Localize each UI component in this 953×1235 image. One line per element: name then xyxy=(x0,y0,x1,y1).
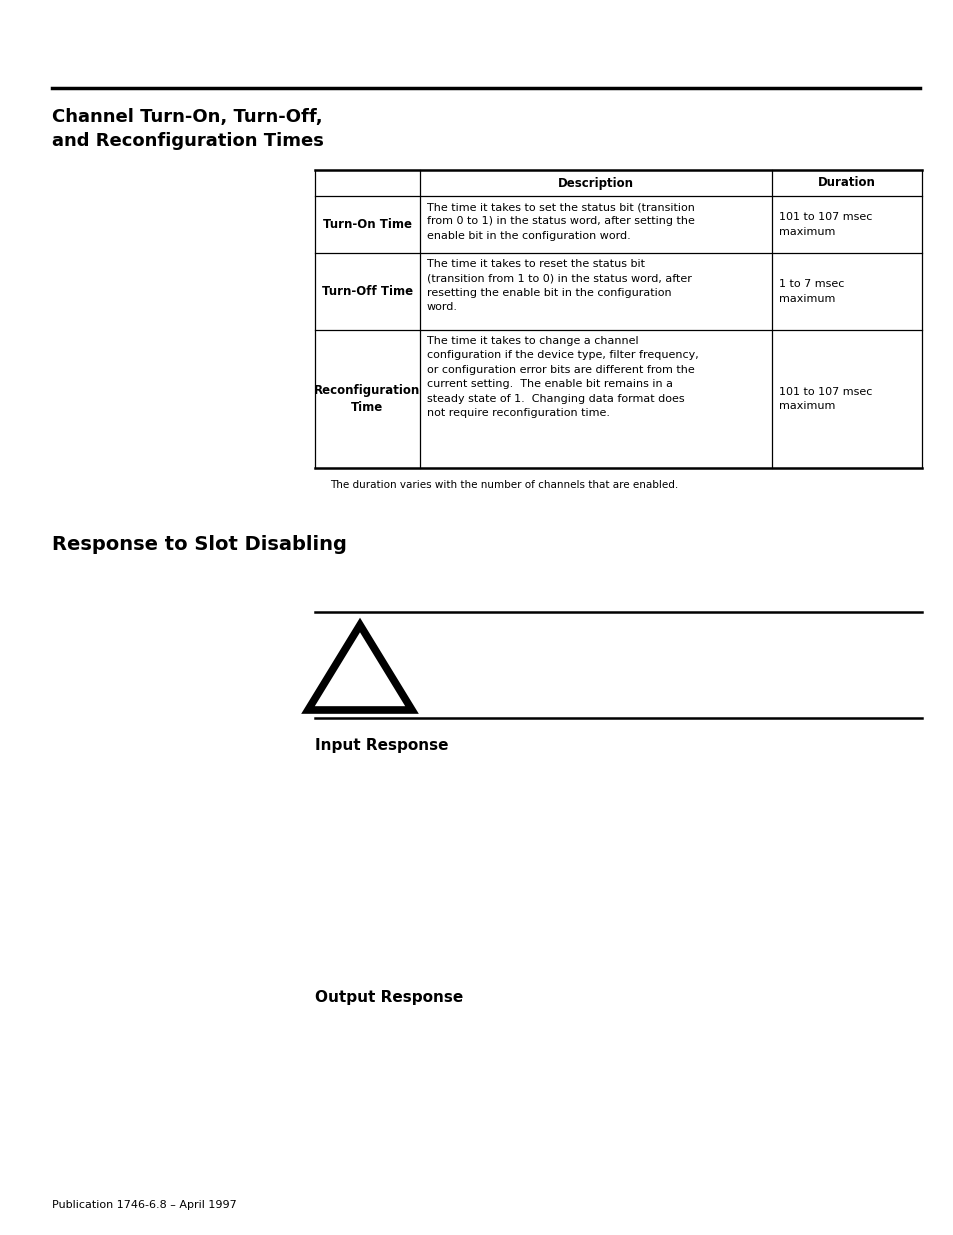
Text: Publication 1746-6.8 – April 1997: Publication 1746-6.8 – April 1997 xyxy=(52,1200,236,1210)
Text: Channel Turn-On, Turn-Off,
and Reconfiguration Times: Channel Turn-On, Turn-Off, and Reconfigu… xyxy=(52,107,323,149)
Text: Response to Slot Disabling: Response to Slot Disabling xyxy=(52,535,347,555)
Text: The time it takes to set the status bit (transition
from 0 to 1) in the status w: The time it takes to set the status bit … xyxy=(427,203,694,241)
Text: 101 to 107 msec
maximum: 101 to 107 msec maximum xyxy=(779,212,871,237)
Text: Reconfiguration
Time: Reconfiguration Time xyxy=(314,384,420,414)
Text: 1 to 7 msec
maximum: 1 to 7 msec maximum xyxy=(779,279,843,304)
Text: 101 to 107 msec
maximum: 101 to 107 msec maximum xyxy=(779,387,871,411)
Text: Duration: Duration xyxy=(818,177,875,189)
Text: Turn-Off Time: Turn-Off Time xyxy=(321,285,413,298)
Text: The time it takes to reset the status bit
(transition from 1 to 0) in the status: The time it takes to reset the status bi… xyxy=(427,259,691,312)
Text: The duration varies with the number of channels that are enabled.: The duration varies with the number of c… xyxy=(330,480,678,490)
Text: Turn-On Time: Turn-On Time xyxy=(323,219,412,231)
Text: Output Response: Output Response xyxy=(314,990,463,1005)
Text: Description: Description xyxy=(558,177,634,189)
Text: The time it takes to change a channel
configuration if the device type, filter f: The time it takes to change a channel co… xyxy=(427,336,698,417)
Text: Input Response: Input Response xyxy=(314,739,448,753)
